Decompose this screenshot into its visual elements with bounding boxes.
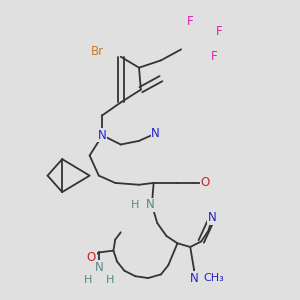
Text: N: N	[146, 198, 154, 212]
Text: N: N	[94, 261, 103, 274]
Text: F: F	[187, 16, 194, 28]
Text: Br: Br	[90, 45, 104, 58]
Text: H: H	[106, 275, 114, 285]
Text: H: H	[131, 200, 140, 210]
Text: N: N	[208, 211, 217, 224]
Text: N: N	[190, 272, 198, 284]
Text: F: F	[211, 50, 217, 63]
Text: O: O	[87, 251, 96, 264]
Text: H: H	[84, 275, 92, 285]
Text: F: F	[216, 25, 223, 38]
Text: N: N	[98, 129, 107, 142]
Text: O: O	[200, 176, 209, 189]
Text: CH₃: CH₃	[204, 273, 224, 283]
Text: N: N	[151, 127, 160, 140]
